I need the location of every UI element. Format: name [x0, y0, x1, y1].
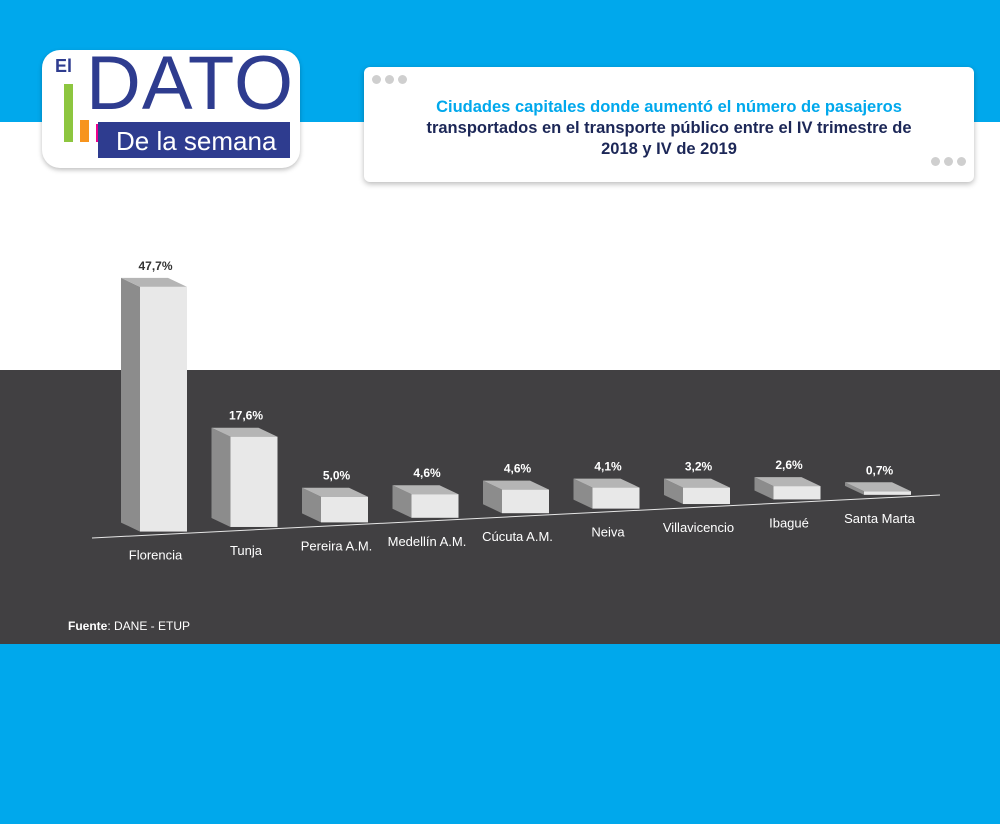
chart-title-line3: 2018 y IV de 2019	[601, 140, 737, 158]
bar	[321, 496, 368, 523]
source-note: Fuente: DANE - ETUP	[68, 619, 190, 633]
logo-el-text: El	[55, 56, 73, 76]
category-label: Cúcuta A.M.	[482, 529, 553, 544]
bar-side	[573, 478, 593, 509]
logo-bar-orange	[80, 120, 89, 142]
bar-top	[754, 477, 821, 487]
category-label: Pereira A.M.	[301, 538, 373, 553]
category-label: Florencia	[129, 548, 183, 563]
bar	[411, 494, 459, 518]
bar-value-label: 4,1%	[594, 460, 622, 474]
logo-bar-green	[64, 84, 73, 142]
bar-side	[845, 482, 864, 495]
bar-side	[392, 485, 412, 518]
bar	[230, 436, 278, 527]
bar-value-label: 47,7%	[138, 259, 172, 273]
chart-title-line1: Ciudades capitales donde aumentó el núme…	[436, 98, 902, 116]
source-label: Fuente	[68, 619, 108, 633]
bar	[683, 487, 730, 505]
category-label: Neiva	[591, 525, 625, 540]
bar-side	[754, 477, 774, 500]
bar	[864, 491, 911, 495]
bar-value-label: 3,2%	[685, 460, 713, 474]
category-label: Ibagué	[769, 515, 809, 530]
bar-value-label: 17,6%	[229, 409, 263, 423]
bar-top	[664, 478, 730, 488]
source-text: : DANE - ETUP	[107, 619, 191, 633]
bar-top	[845, 482, 911, 492]
bar-top	[573, 478, 640, 488]
chart-baseline	[91, 494, 941, 539]
bar-side	[211, 427, 231, 527]
bar-side	[121, 277, 140, 532]
bar-value-label: 0,7%	[866, 463, 894, 477]
logo-subtitle-strip	[98, 122, 290, 158]
bar-value-label: 4,6%	[413, 466, 441, 480]
bar	[140, 286, 187, 532]
bar-top	[392, 485, 459, 495]
bar-side	[664, 478, 683, 505]
bar-top	[121, 277, 187, 287]
bar-top	[483, 480, 549, 490]
bar-top	[302, 487, 368, 497]
logo-dato-text: DATO	[86, 41, 295, 126]
chart-title-line2: transportados en el transporte público e…	[426, 119, 912, 137]
bar-side	[302, 487, 321, 523]
dots-decoration-bottom	[931, 157, 966, 166]
bar	[773, 486, 821, 500]
bar-value-label: 5,0%	[323, 469, 351, 483]
bar-side	[483, 480, 502, 514]
bottom-band	[0, 644, 1000, 824]
category-label: Tunja	[230, 543, 263, 558]
chart-title: Ciudades capitales donde aumentó el núme…	[384, 97, 954, 160]
title-card: Ciudades capitales donde aumentó el núme…	[364, 67, 974, 182]
category-label: Santa Marta	[844, 511, 916, 526]
category-label: Medellín A.M.	[388, 534, 467, 549]
bar-value-label: 2,6%	[775, 458, 803, 472]
bar-value-label: 4,6%	[504, 462, 532, 476]
bar	[502, 489, 549, 514]
bar-top	[211, 427, 278, 437]
logo-subtitle: De la semana	[116, 126, 277, 156]
bar	[592, 487, 640, 509]
dots-decoration-top	[372, 75, 407, 84]
category-label: Villavicencio	[663, 520, 734, 535]
